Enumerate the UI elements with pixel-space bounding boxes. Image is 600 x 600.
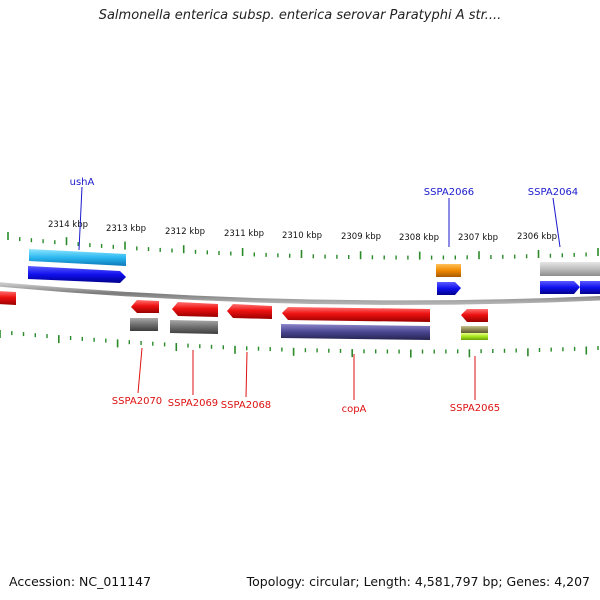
scale-labels: 2314 kbp 2313 kbp 2312 kbp 2311 kbp 2310… xyxy=(48,220,557,243)
gene-label-SSPA2066[interactable]: SSPA2066 xyxy=(424,187,474,198)
gene-SSPA2070-arrow[interactable] xyxy=(131,300,159,313)
gene-SSPA2065-feature-b[interactable] xyxy=(461,333,488,340)
scale-label: 2308 kbp xyxy=(399,233,439,243)
genome-title: Salmonella enterica subsp. enterica sero… xyxy=(98,8,502,23)
gene-label-SSPA2069[interactable]: SSPA2069 xyxy=(168,398,218,409)
scale-label: 2309 kbp xyxy=(341,232,381,242)
gene-SSPA2066-feature[interactable] xyxy=(436,264,461,277)
gene-SSPA2065-feature-a[interactable] xyxy=(461,326,488,333)
scale-label: 2312 kbp xyxy=(165,227,205,237)
gene-label-ushA[interactable]: ushA xyxy=(70,177,95,188)
reverse-gene-labels: SSPA2070 SSPA2069 SSPA2068 copA SSPA2065 xyxy=(112,347,500,415)
gene-SSPA2070-feature[interactable] xyxy=(130,318,158,331)
gene-SSPA2064-feature[interactable] xyxy=(540,262,600,276)
scale-label: 2314 kbp xyxy=(48,220,88,230)
genome-backbone xyxy=(0,282,600,305)
gene-ushA-arrow[interactable] xyxy=(28,266,126,283)
gene-label-SSPA2068[interactable]: SSPA2068 xyxy=(221,400,271,411)
label-leader-line xyxy=(245,351,248,398)
lower-scale-ticks xyxy=(0,330,599,358)
scale-label: 2311 kbp xyxy=(224,229,264,239)
scale-label: 2306 kbp xyxy=(517,232,557,242)
gene-copA-arrow[interactable] xyxy=(282,307,430,322)
scale-label: 2313 kbp xyxy=(106,224,146,234)
scale-label: 2310 kbp xyxy=(282,231,322,241)
gene-SSPA2069-feature[interactable] xyxy=(170,320,218,334)
label-leader-line xyxy=(137,347,143,394)
upper-scale-ticks xyxy=(7,232,599,260)
gene-ushA-feature[interactable] xyxy=(29,249,126,266)
label-leader-line xyxy=(78,186,83,251)
gene-label-SSPA2070[interactable]: SSPA2070 xyxy=(112,396,162,407)
label-leader-line xyxy=(552,197,561,248)
accession-text: Accession: NC_011147 xyxy=(9,574,152,589)
forward-strand-genes xyxy=(28,249,600,295)
gene-SSPA2069-arrow[interactable] xyxy=(172,302,218,317)
gene-SSPA2064-arrow[interactable] xyxy=(540,281,580,294)
gene-SSPA2065-arrow[interactable] xyxy=(461,309,488,322)
forward-gene-labels: ushA SSPA2066 SSPA2064 xyxy=(70,177,578,251)
gene-SSPA2068-arrow[interactable] xyxy=(227,304,272,319)
gene-edge-arrow[interactable] xyxy=(0,291,16,305)
scale-label: 2307 kbp xyxy=(458,233,498,243)
reverse-strand-genes xyxy=(0,291,488,340)
gene-next-arrow[interactable] xyxy=(580,281,600,294)
gene-copA-feature[interactable] xyxy=(281,324,430,340)
gene-label-SSPA2064[interactable]: SSPA2064 xyxy=(528,187,578,198)
topology-text: Topology: circular; Length: 4,581,797 bp… xyxy=(246,574,590,589)
gene-label-SSPA2065[interactable]: SSPA2065 xyxy=(450,403,500,414)
gene-label-copA[interactable]: copA xyxy=(342,404,367,415)
gene-SSPA2066-arrow[interactable] xyxy=(437,282,461,295)
